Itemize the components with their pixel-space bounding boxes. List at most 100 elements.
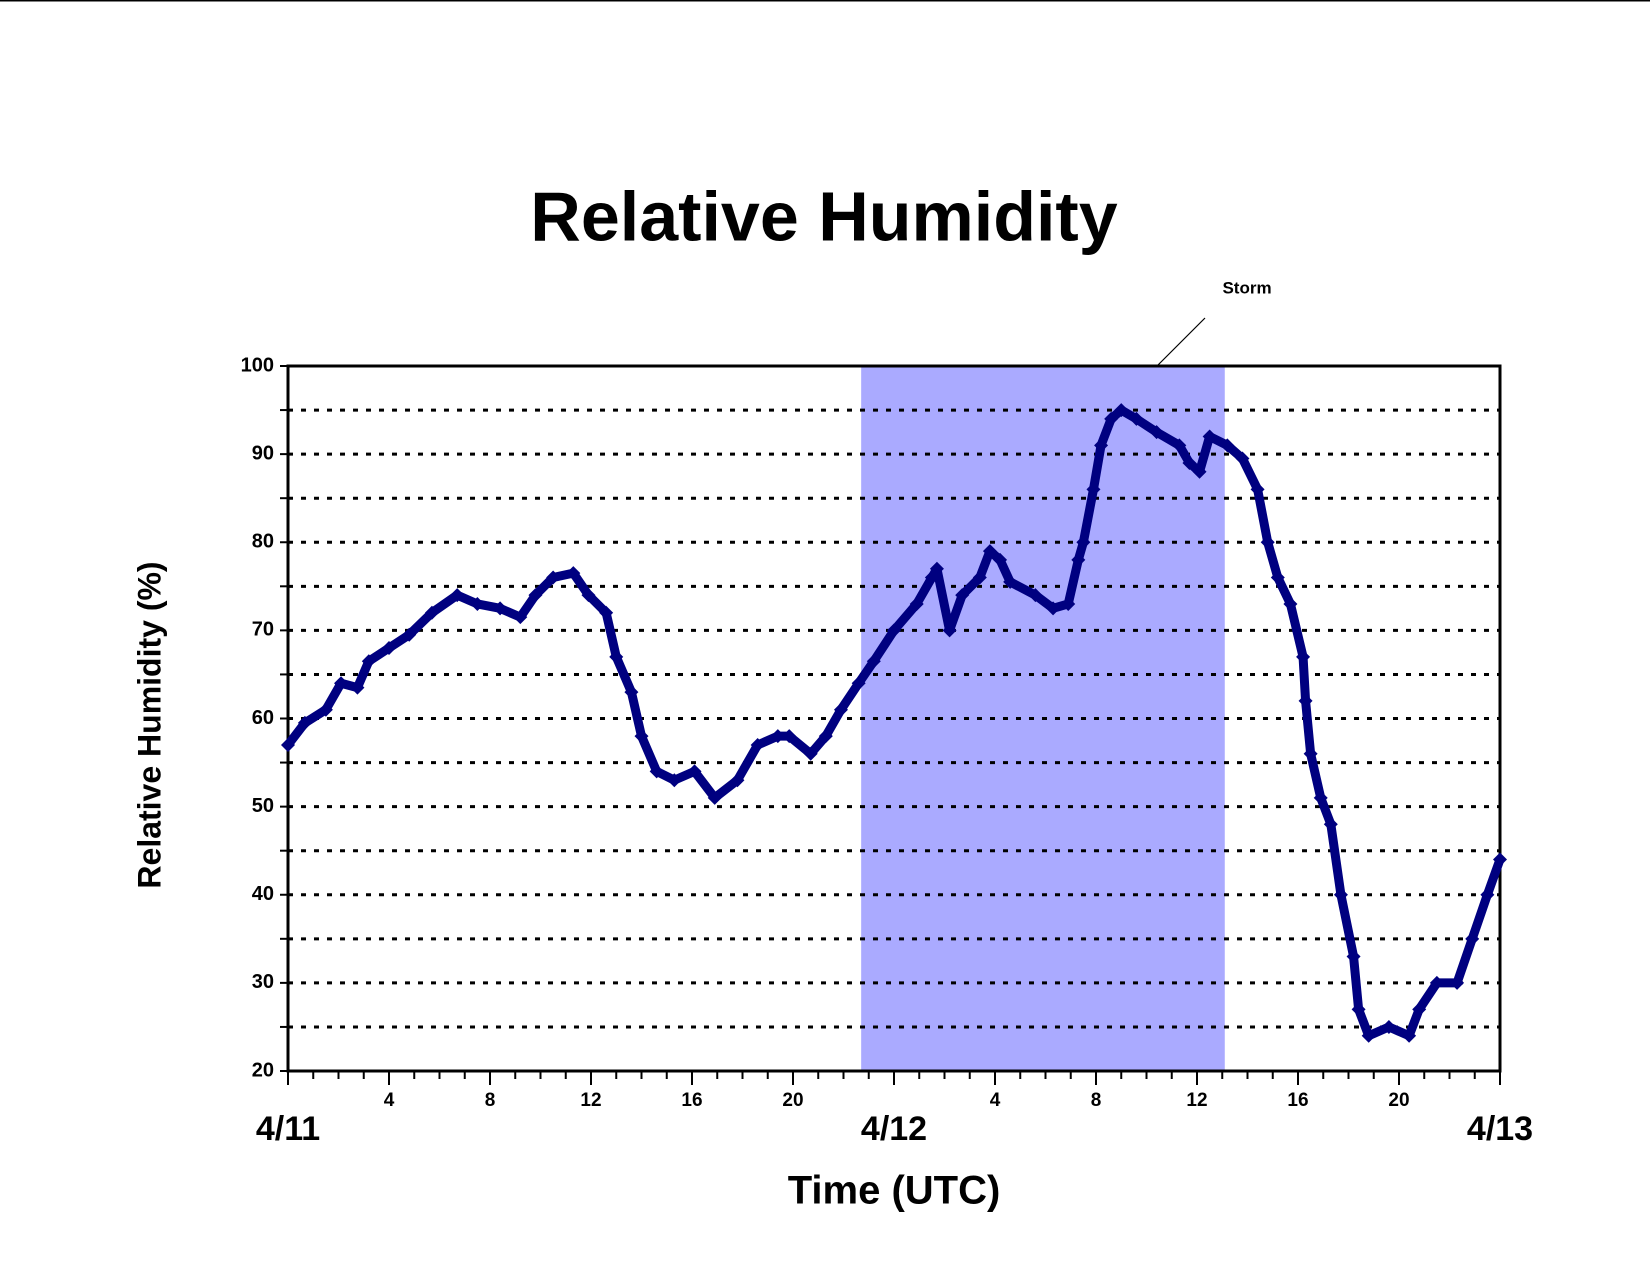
data-point bbox=[1094, 438, 1109, 453]
data-point bbox=[297, 715, 312, 730]
data-point bbox=[1351, 1002, 1366, 1017]
data-point bbox=[281, 737, 295, 752]
y-tick-label: 80 bbox=[252, 531, 274, 553]
data-point bbox=[1381, 1019, 1396, 1034]
data-point bbox=[955, 588, 970, 603]
data-point bbox=[982, 544, 997, 559]
x-tick-label: 16 bbox=[1287, 1090, 1308, 1111]
annotation-leader bbox=[1156, 317, 1206, 367]
x-tick-label: 16 bbox=[681, 1090, 702, 1111]
plot-frame bbox=[286, 364, 1502, 1073]
data-point bbox=[513, 610, 528, 625]
y-tick-label: 20 bbox=[252, 1059, 274, 1081]
data-point bbox=[1235, 451, 1250, 466]
x-tick-label: 20 bbox=[782, 1090, 803, 1111]
x-date-label: 4/12 bbox=[861, 1110, 927, 1148]
data-point bbox=[1149, 425, 1164, 440]
data-point bbox=[599, 605, 614, 620]
y-tick-label: 70 bbox=[252, 619, 274, 641]
data-point bbox=[382, 641, 396, 655]
data-point bbox=[493, 601, 508, 616]
data-point bbox=[609, 649, 624, 664]
data-point bbox=[1361, 1028, 1376, 1043]
data-point bbox=[707, 790, 722, 805]
data-point bbox=[424, 605, 439, 620]
data-point bbox=[818, 729, 833, 744]
data-point bbox=[634, 729, 649, 744]
data-point bbox=[1003, 574, 1018, 589]
x-axis-label: Time (UTC) bbox=[788, 1169, 1001, 1213]
data-point bbox=[1270, 570, 1285, 585]
x-tick-label: 8 bbox=[1091, 1090, 1102, 1111]
data-point bbox=[770, 729, 785, 744]
data-point bbox=[1465, 931, 1480, 946]
y-tick-label: 60 bbox=[252, 707, 274, 729]
data-point bbox=[1493, 852, 1507, 867]
data-point bbox=[1260, 535, 1275, 550]
data-point bbox=[566, 566, 581, 581]
data-point bbox=[1296, 649, 1311, 664]
data-point bbox=[624, 685, 639, 700]
x-tick-label: 20 bbox=[1388, 1090, 1409, 1111]
data-point bbox=[1480, 887, 1495, 902]
data-point bbox=[887, 623, 901, 638]
x-date-label: 4/13 bbox=[1467, 1110, 1533, 1148]
data-point bbox=[803, 746, 818, 761]
data-point bbox=[1192, 464, 1207, 479]
data-point bbox=[1313, 790, 1328, 805]
data-point bbox=[866, 654, 881, 669]
chart-title: Relative Humidity bbox=[530, 177, 1117, 255]
data-point bbox=[1076, 535, 1091, 550]
data-point bbox=[1412, 1002, 1427, 1017]
data-point bbox=[1028, 588, 1043, 603]
x-date-label: 4/11 bbox=[256, 1110, 320, 1148]
y-axis-label: Relative Humidity (%) bbox=[131, 561, 167, 888]
data-point bbox=[750, 737, 765, 752]
data-point bbox=[1071, 552, 1086, 567]
data-point bbox=[972, 570, 987, 585]
x-tick-label: 12 bbox=[1186, 1090, 1207, 1111]
data-point bbox=[851, 676, 866, 691]
data-point bbox=[1323, 817, 1338, 832]
data-point bbox=[782, 729, 797, 744]
data-point bbox=[402, 627, 417, 642]
data-point bbox=[1303, 746, 1318, 761]
data-point bbox=[1346, 949, 1361, 964]
data-point bbox=[1429, 975, 1444, 990]
data-point bbox=[546, 570, 561, 585]
y-tick-label: 30 bbox=[252, 971, 274, 993]
data-point bbox=[909, 596, 924, 611]
data-point bbox=[1046, 601, 1061, 616]
y-tick-label: 90 bbox=[252, 442, 274, 464]
data-point bbox=[1114, 403, 1129, 418]
y-tick-label: 40 bbox=[252, 883, 274, 905]
data-point bbox=[1129, 411, 1144, 426]
data-point bbox=[318, 702, 333, 717]
x-tick-label: 4 bbox=[384, 1090, 395, 1111]
data-point bbox=[929, 561, 944, 576]
data-point bbox=[1086, 482, 1101, 497]
data-point bbox=[1220, 438, 1235, 453]
data-point bbox=[687, 764, 702, 779]
data-point bbox=[1283, 596, 1298, 611]
data-point bbox=[1182, 455, 1197, 470]
data-point bbox=[1250, 482, 1265, 497]
data-point bbox=[350, 680, 365, 695]
data-point bbox=[1202, 429, 1217, 444]
y-tick-label: 100 bbox=[241, 354, 274, 376]
data-point bbox=[1172, 438, 1187, 453]
data-point bbox=[1450, 975, 1465, 990]
data-point bbox=[942, 623, 957, 638]
data-point bbox=[1061, 596, 1076, 611]
data-point bbox=[1333, 887, 1348, 902]
data-point bbox=[470, 596, 485, 611]
x-tick-label: 4 bbox=[990, 1090, 1001, 1111]
y-tick-label: 50 bbox=[252, 795, 274, 817]
data-point bbox=[649, 764, 664, 779]
data-point bbox=[450, 588, 465, 603]
annotation-label: Storm bbox=[1222, 278, 1271, 297]
series-line bbox=[284, 405, 1505, 1041]
data-point bbox=[334, 676, 349, 691]
data-point bbox=[667, 773, 682, 788]
